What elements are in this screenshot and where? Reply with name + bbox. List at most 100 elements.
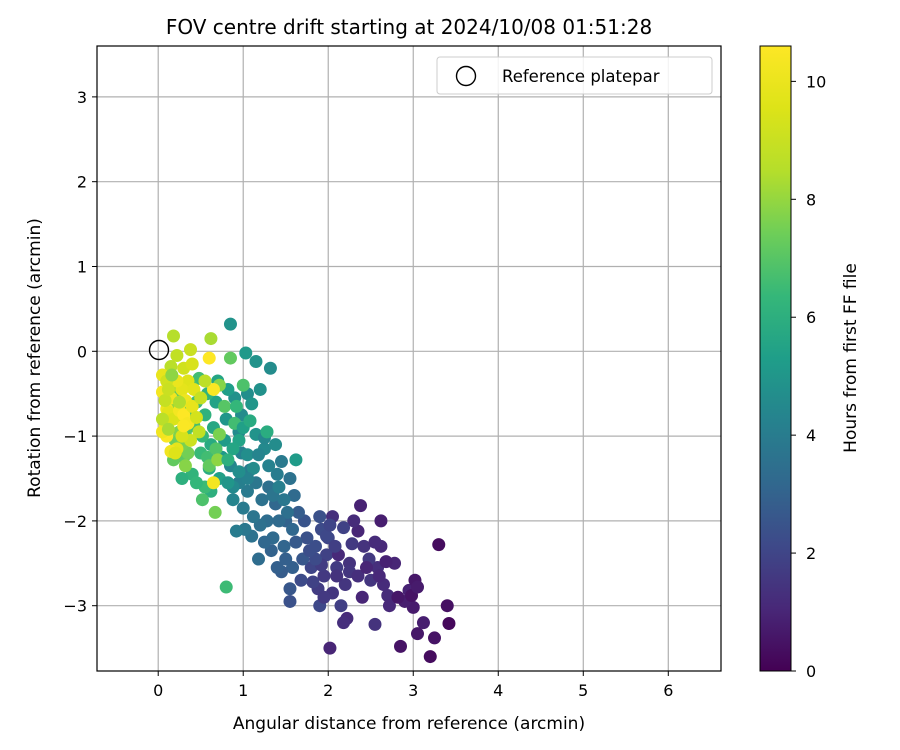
y-tick-label: 1 (77, 257, 87, 276)
chart-title: FOV centre drift starting at 2024/10/08 … (166, 15, 652, 39)
data-point (303, 544, 317, 558)
data-point (257, 535, 271, 549)
data-point (195, 493, 209, 507)
data-point (338, 578, 352, 592)
x-tick-label: 1 (238, 681, 248, 700)
data-point (354, 499, 368, 513)
y-tick-label: −1 (63, 427, 87, 446)
data-point (249, 354, 263, 368)
data-point (337, 521, 351, 535)
data-point (291, 505, 305, 519)
x-tick-label: 6 (663, 681, 673, 700)
data-point (270, 467, 284, 481)
data-point (277, 539, 291, 553)
data-point (167, 329, 181, 343)
data-point (330, 569, 344, 583)
data-point (411, 580, 425, 594)
data-point (211, 453, 225, 467)
data-point (289, 453, 303, 467)
data-point (442, 617, 456, 631)
data-point (283, 594, 297, 608)
data-point (226, 442, 240, 456)
y-axis-ticks: −3 −2 −1 0 1 2 3 (63, 88, 97, 616)
data-point (212, 427, 226, 441)
data-point (323, 641, 337, 655)
data-point (185, 357, 199, 371)
data-point (229, 524, 243, 538)
plot-frame (96, 45, 722, 672)
data-point (262, 459, 276, 473)
data-point (168, 446, 182, 460)
legend-box (436, 56, 713, 95)
data-point (374, 514, 388, 528)
data-point (172, 395, 186, 409)
data-point (239, 346, 253, 360)
data-point (283, 582, 297, 596)
data-point (317, 569, 331, 583)
data-point (359, 561, 373, 575)
data-point (317, 590, 331, 604)
data-points (155, 317, 456, 664)
data-point (246, 510, 260, 524)
x-axis-ticks: 0 1 2 3 4 5 6 (153, 671, 673, 700)
data-point (255, 493, 269, 507)
data-point (161, 382, 175, 396)
data-point (252, 552, 266, 566)
data-point (189, 476, 203, 490)
data-point (175, 429, 189, 443)
x-tick-label: 5 (578, 681, 588, 700)
data-point (440, 599, 454, 613)
data-point (368, 617, 382, 631)
data-point (323, 518, 337, 532)
y-tick-label: 2 (77, 173, 87, 192)
x-axis-label: Angular distance from reference (arcmin) (233, 714, 585, 734)
colorbar-ticks: 0 2 4 6 8 10 (791, 72, 826, 681)
data-point (260, 425, 274, 439)
data-point (223, 351, 237, 365)
data-point (391, 590, 405, 604)
colorbar-tick-label: 0 (806, 662, 816, 681)
data-point (198, 374, 212, 388)
data-point (357, 539, 371, 553)
colorbar-tick-label: 8 (806, 190, 816, 209)
data-point (253, 382, 267, 396)
data-point (393, 639, 407, 653)
data-point (306, 575, 320, 589)
data-point (328, 539, 342, 553)
x-tick-label: 3 (408, 681, 418, 700)
data-point (223, 317, 237, 331)
data-point (185, 399, 199, 413)
data-point (240, 484, 254, 498)
colorbar-tick-label: 4 (806, 426, 816, 445)
data-point (287, 488, 301, 502)
data-point (368, 535, 382, 549)
data-point (178, 459, 192, 473)
data-point (272, 480, 286, 494)
data-point (300, 531, 314, 545)
data-point (280, 505, 294, 519)
data-point (221, 476, 235, 490)
data-point (246, 461, 260, 475)
colorbar-tick-label: 10 (806, 72, 826, 91)
colorbar-tick-label: 2 (806, 544, 816, 563)
data-point (428, 631, 442, 645)
data-point (279, 552, 293, 566)
data-point (355, 590, 369, 604)
data-point (184, 343, 198, 357)
data-point (432, 538, 446, 552)
data-point (320, 548, 334, 562)
data-point (218, 399, 232, 413)
legend-label: Reference platepar (502, 67, 660, 86)
data-point (243, 414, 257, 428)
data-point (381, 589, 395, 603)
data-point (372, 569, 386, 583)
data-point (175, 471, 189, 485)
data-point (347, 514, 361, 528)
data-point (202, 351, 216, 365)
data-point (194, 391, 208, 405)
data-point (269, 438, 283, 452)
data-point (382, 599, 396, 613)
data-point (170, 349, 184, 363)
data-point (177, 419, 191, 433)
x-tick-label: 0 (153, 681, 163, 700)
